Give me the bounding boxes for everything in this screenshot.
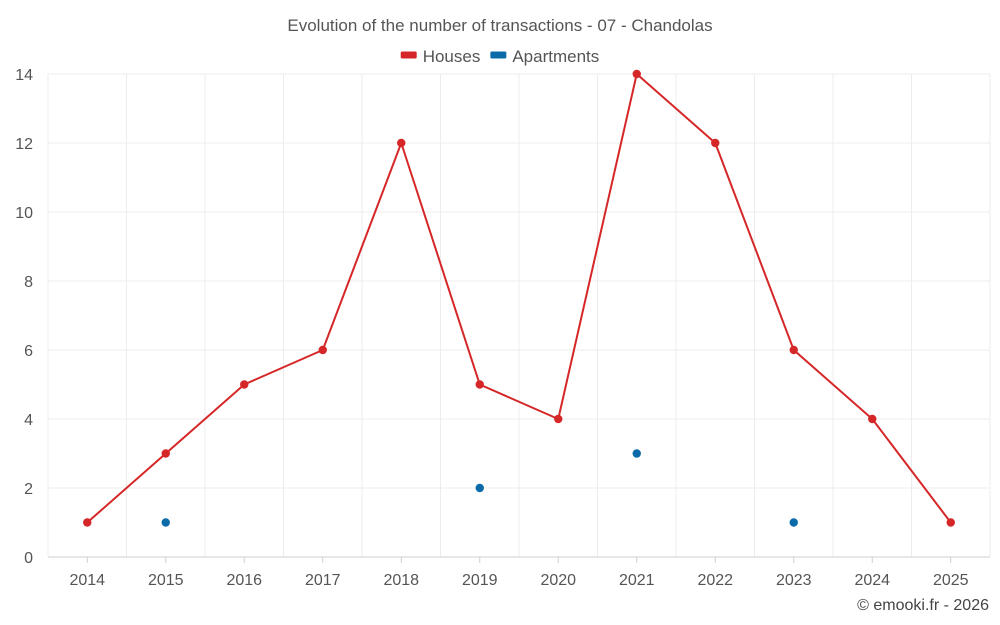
houses-data-point[interactable] <box>632 69 641 79</box>
x-tick-label: 2014 <box>69 572 105 589</box>
x-tick-label: 2016 <box>226 572 262 589</box>
x-tick-label: 2015 <box>148 572 184 589</box>
legend-label-houses[interactable]: Houses <box>423 47 481 66</box>
y-tick-label: 8 <box>24 274 33 291</box>
chart-series <box>83 69 955 527</box>
x-tick-label: 2025 <box>933 572 969 589</box>
chart-grid <box>47 73 991 557</box>
y-tick-label: 14 <box>15 67 33 84</box>
x-tick-label: 2022 <box>697 572 733 589</box>
houses-data-point[interactable] <box>318 345 327 355</box>
y-tick-label: 4 <box>24 412 33 429</box>
apartments-data-point[interactable] <box>475 483 484 493</box>
legend-swatch-apartments[interactable] <box>490 51 507 59</box>
houses-data-point[interactable] <box>397 138 406 148</box>
legend-label-apartments[interactable]: Apartments <box>512 47 599 66</box>
apartments-data-point[interactable] <box>161 518 170 527</box>
y-tick-label: 6 <box>24 343 33 360</box>
x-tick-label: 2020 <box>540 572 576 589</box>
x-tick-label: 2021 <box>619 572 655 589</box>
apartments-data-point[interactable] <box>632 449 641 458</box>
apartments-data-point[interactable] <box>789 518 798 527</box>
x-tick-label: 2024 <box>854 572 890 589</box>
houses-data-point[interactable] <box>554 414 563 424</box>
houses-data-point[interactable] <box>240 380 249 389</box>
houses-data-point[interactable] <box>711 138 720 148</box>
x-tick-label: 2017 <box>305 572 341 589</box>
x-tick-label: 2023 <box>776 572 812 589</box>
houses-data-point[interactable] <box>868 414 877 424</box>
houses-data-point[interactable] <box>83 518 92 527</box>
credit-text: © emooki.fr - 2026 <box>857 597 989 614</box>
houses-data-point[interactable] <box>161 449 170 458</box>
y-tick-label: 10 <box>15 205 33 222</box>
houses-data-point[interactable] <box>475 380 484 389</box>
chart-axes: 0 2 4 6 8 10 12 14 2014 2015 2016 2017 2018 2019 2020 2… <box>15 67 990 589</box>
y-tick-label: 12 <box>15 136 33 153</box>
x-tick-label: 2018 <box>383 572 419 589</box>
y-tick-label: 2 <box>24 481 33 498</box>
x-tick-label: 2019 <box>462 572 498 589</box>
legend-swatch-houses[interactable] <box>400 51 417 59</box>
chart-title: Evolution of the number of transactions … <box>287 16 712 35</box>
houses-data-point[interactable] <box>789 345 798 355</box>
houses-data-point[interactable] <box>946 518 955 527</box>
y-tick-label: 0 <box>24 550 33 567</box>
chart-legend: Houses Apartments <box>400 47 599 66</box>
houses-series-line <box>86 73 952 524</box>
